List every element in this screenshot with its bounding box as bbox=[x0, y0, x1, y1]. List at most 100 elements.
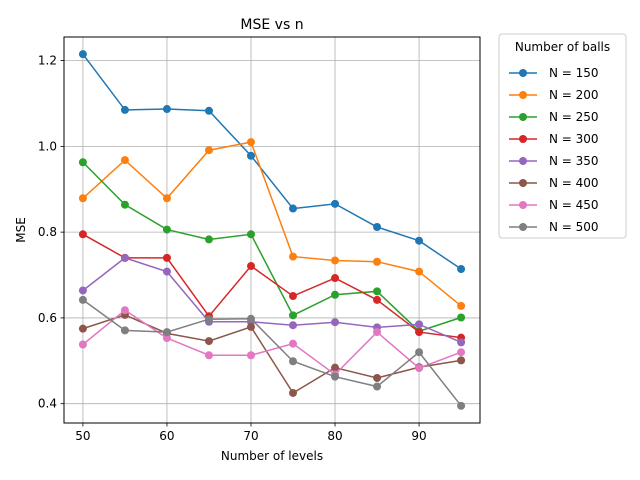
legend-entry: N = 450 bbox=[549, 198, 599, 212]
y-tick-label: 1.2 bbox=[38, 54, 57, 68]
legend-entry: N = 300 bbox=[549, 132, 599, 146]
data-point bbox=[373, 295, 382, 304]
data-point bbox=[415, 364, 424, 373]
y-axis-label: MSE bbox=[14, 217, 28, 243]
data-point bbox=[331, 290, 340, 299]
data-point bbox=[78, 340, 87, 349]
data-point bbox=[373, 257, 382, 266]
legend-swatch-marker bbox=[519, 135, 527, 143]
data-point bbox=[246, 314, 255, 323]
data-point bbox=[78, 50, 87, 59]
series-n-450 bbox=[78, 306, 466, 379]
data-point bbox=[246, 151, 255, 160]
series-n-500 bbox=[78, 295, 466, 410]
series-n-150 bbox=[78, 50, 466, 274]
y-tick-label: 1.0 bbox=[38, 139, 57, 153]
data-point bbox=[289, 388, 298, 397]
data-point bbox=[373, 222, 382, 231]
data-point bbox=[246, 262, 255, 271]
data-point bbox=[415, 348, 424, 357]
series-line bbox=[82, 314, 462, 395]
data-point bbox=[457, 301, 466, 310]
legend-swatch-marker bbox=[519, 113, 527, 121]
data-point bbox=[204, 235, 213, 244]
data-point bbox=[162, 267, 171, 276]
data-point bbox=[120, 306, 129, 315]
data-point bbox=[373, 287, 382, 296]
data-point bbox=[246, 230, 255, 239]
series-line bbox=[82, 309, 462, 376]
data-point bbox=[78, 194, 87, 203]
legend-title: Number of balls bbox=[515, 40, 610, 54]
series-line bbox=[82, 141, 462, 307]
axis-ticks: 50 60 70 80 90 0.4 0.6 0.8 1.0 1.2 bbox=[38, 54, 427, 443]
series-n-350 bbox=[78, 253, 466, 347]
data-point bbox=[289, 311, 298, 320]
data-point bbox=[415, 320, 424, 329]
series-lines bbox=[78, 50, 466, 410]
legend-entry: N = 350 bbox=[549, 154, 599, 168]
data-point bbox=[162, 194, 171, 203]
data-point bbox=[289, 339, 298, 348]
x-tick-label: 70 bbox=[243, 429, 258, 443]
chart-title: MSE vs n bbox=[240, 17, 303, 33]
data-point bbox=[331, 318, 340, 327]
data-point bbox=[120, 326, 129, 335]
data-point bbox=[120, 156, 129, 165]
y-tick-label: 0.6 bbox=[38, 311, 57, 325]
data-point bbox=[373, 373, 382, 382]
data-point bbox=[162, 253, 171, 262]
series-n-200 bbox=[78, 138, 466, 310]
series-line bbox=[82, 299, 462, 407]
series-line bbox=[82, 257, 462, 344]
legend-entry: N = 250 bbox=[549, 110, 599, 124]
plot-frame bbox=[63, 36, 481, 424]
x-tick-label: 80 bbox=[327, 429, 342, 443]
legend-swatch-marker bbox=[519, 223, 527, 231]
legend-swatch-marker bbox=[519, 179, 527, 187]
data-point bbox=[457, 265, 466, 274]
y-tick-label: 0.8 bbox=[38, 225, 57, 239]
series-n-300 bbox=[78, 230, 466, 342]
data-point bbox=[246, 138, 255, 147]
data-point bbox=[457, 348, 466, 357]
data-point bbox=[246, 351, 255, 360]
data-point bbox=[289, 357, 298, 366]
y-tick-label: 0.4 bbox=[38, 397, 57, 411]
data-point bbox=[204, 106, 213, 115]
legend-entry: N = 150 bbox=[549, 66, 599, 80]
data-point bbox=[415, 267, 424, 276]
data-point bbox=[120, 105, 129, 114]
data-point bbox=[204, 315, 213, 324]
legend-entry: N = 200 bbox=[549, 88, 599, 102]
data-point bbox=[204, 337, 213, 346]
data-point bbox=[415, 328, 424, 337]
data-point bbox=[78, 324, 87, 333]
data-point bbox=[457, 356, 466, 365]
legend-entry: N = 400 bbox=[549, 176, 599, 190]
data-point bbox=[78, 286, 87, 295]
data-point bbox=[331, 372, 340, 381]
data-point bbox=[457, 313, 466, 322]
legend-swatch-marker bbox=[519, 201, 527, 209]
data-point bbox=[162, 334, 171, 343]
data-point bbox=[204, 351, 213, 360]
legend-entry: N = 500 bbox=[549, 220, 599, 234]
data-point bbox=[162, 328, 171, 337]
x-tick-label: 90 bbox=[411, 429, 426, 443]
data-point bbox=[162, 105, 171, 114]
data-point bbox=[331, 274, 340, 283]
data-point bbox=[331, 199, 340, 208]
legend-swatch-marker bbox=[519, 157, 527, 165]
data-point bbox=[246, 322, 255, 331]
data-point bbox=[204, 146, 213, 155]
data-point bbox=[78, 295, 87, 304]
data-point bbox=[289, 292, 298, 301]
data-point bbox=[78, 230, 87, 239]
data-point bbox=[289, 204, 298, 213]
legend: Number of balls N = 150 N = 200 N = 250 N =… bbox=[498, 33, 627, 239]
x-axis-label: Number of levels bbox=[221, 449, 323, 463]
series-line bbox=[82, 161, 462, 333]
legend-swatch-marker bbox=[519, 69, 527, 77]
legend-box bbox=[498, 33, 627, 239]
